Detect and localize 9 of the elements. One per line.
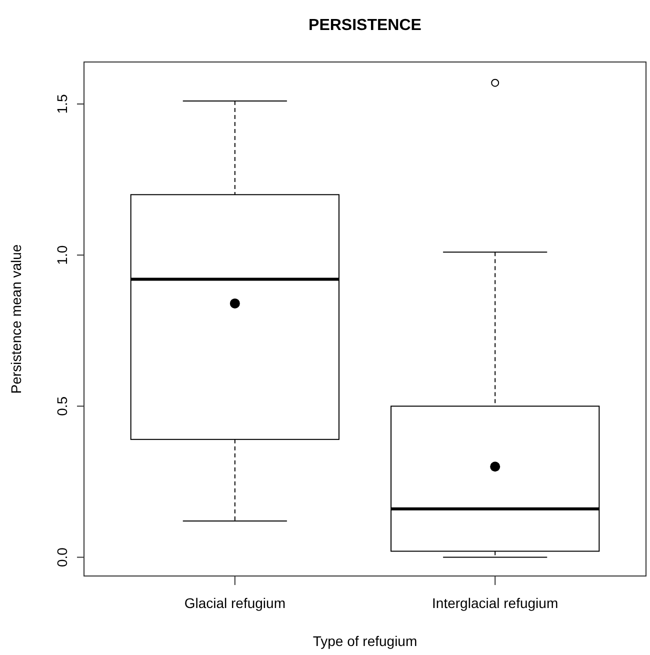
chart-title: PERSISTENCE xyxy=(308,17,422,34)
y-tick-label: 0.5 xyxy=(54,396,70,416)
y-tick-label: 0.0 xyxy=(54,547,70,567)
y-tick-label: 1.5 xyxy=(54,94,70,114)
x-tick-label: Interglacial refugium xyxy=(432,595,558,611)
y-axis-title: Persistence mean value xyxy=(8,244,24,394)
y-tick-label: 1.0 xyxy=(54,245,70,265)
x-tick-label: Glacial refugium xyxy=(184,595,286,611)
x-axis-title: Type of refugium xyxy=(312,633,418,649)
